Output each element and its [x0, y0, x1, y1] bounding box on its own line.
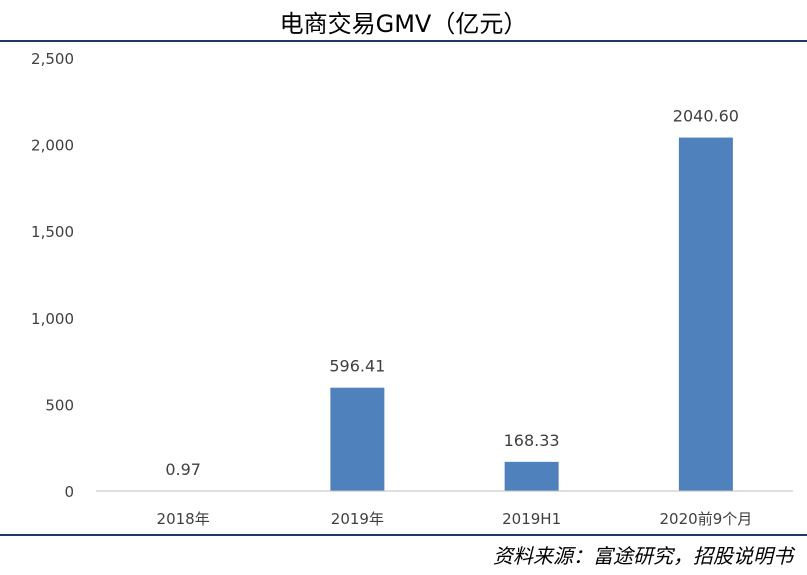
bars: [156, 137, 733, 491]
top-rule: [0, 40, 807, 42]
data-labels: 0.97 596.41 168.33 2040.60: [165, 107, 739, 479]
bar-4: [678, 137, 733, 491]
x-tick-label: 2019年: [331, 510, 384, 528]
y-tick-label: 1,500: [31, 223, 74, 241]
y-tick-label: 0: [64, 483, 74, 501]
data-label: 596.41: [329, 357, 385, 376]
y-tick-label: 500: [45, 396, 74, 414]
x-tick-label: 2020前9个月: [660, 510, 753, 528]
data-label: 168.33: [504, 431, 560, 450]
bottom-rule: [0, 534, 807, 536]
x-tick-label: 2019H1: [502, 510, 561, 528]
data-label: 0.97: [165, 460, 201, 479]
bar-3: [504, 461, 559, 491]
y-axis-ticks: 0 500 1,000 1,500 2,000 2,500: [31, 50, 74, 501]
y-tick-label: 1,000: [31, 310, 74, 328]
chart-title: 电商交易GMV（亿元）: [279, 10, 528, 38]
bar-2: [330, 387, 385, 491]
y-tick-label: 2,500: [31, 50, 74, 68]
data-label: 2040.60: [673, 107, 739, 126]
y-tick-label: 2,000: [31, 137, 74, 155]
x-tick-label: 2018年: [157, 510, 210, 528]
source-note: 资料来源：富途研究，招股说明书: [493, 544, 793, 568]
x-axis-ticks: 2018年 2019年 2019H1 2020前9个月: [157, 510, 753, 528]
